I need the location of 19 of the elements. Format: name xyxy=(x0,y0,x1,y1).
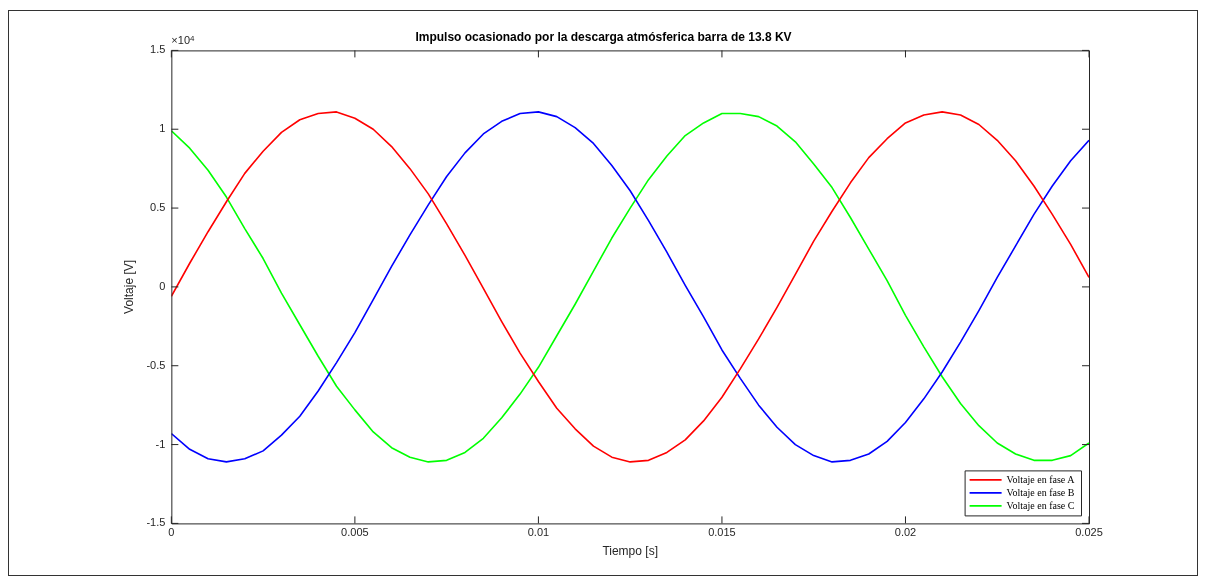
x-tick-label: 0.005 xyxy=(341,526,369,539)
y-tick-label: -1.5 xyxy=(146,516,166,529)
y-tick-label: -0.5 xyxy=(146,358,166,371)
legend-label: Voltaje en fase B xyxy=(1006,486,1075,498)
x-tick-label: 0.025 xyxy=(1075,526,1103,539)
y-tick-label: 1.5 xyxy=(150,43,166,56)
y-tick-label: -1 xyxy=(155,437,166,450)
x-tick-label: 0.015 xyxy=(708,526,736,539)
legend-label: Voltaje en fase A xyxy=(1006,473,1076,485)
x-tick-label: 0.01 xyxy=(527,526,550,539)
y-tick-label: 0.5 xyxy=(150,201,166,214)
x-tick-label: 0 xyxy=(168,526,175,539)
y-tick-label: 1 xyxy=(159,122,166,135)
legend-label: Voltaje en fase C xyxy=(1006,499,1075,511)
x-tick-label: 0.02 xyxy=(894,526,917,539)
y-axis-title: Voltaje [V] xyxy=(121,259,136,314)
y-tick-label: 0 xyxy=(159,279,166,292)
chart-title: Impulso ocasionado por la descarga atmósferica barra de 13.8 KV xyxy=(415,29,792,44)
x-axis-title: Tiempo [s] xyxy=(602,544,658,559)
